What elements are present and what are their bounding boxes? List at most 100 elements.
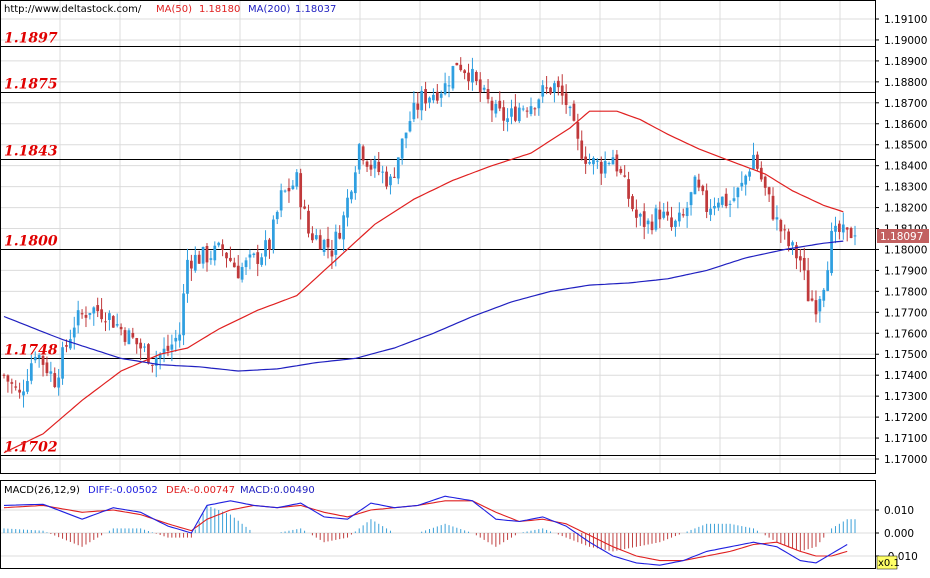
candle-body <box>627 179 630 199</box>
candle-body <box>377 161 381 172</box>
candle-body <box>435 91 439 101</box>
candle-body <box>37 354 41 359</box>
candle-body <box>96 305 100 312</box>
candle-body <box>564 93 568 105</box>
candle-body <box>10 382 14 384</box>
candle-body <box>213 245 217 261</box>
candle-body <box>545 87 548 89</box>
candle-body <box>283 190 287 192</box>
candle-body <box>205 245 209 263</box>
candle-body <box>428 97 431 103</box>
candle-body <box>396 157 400 179</box>
candle-body <box>119 326 123 330</box>
candle-body <box>674 220 677 227</box>
candle-body <box>771 195 775 220</box>
candle-body <box>763 176 767 188</box>
candle-body <box>603 161 607 174</box>
candle-body <box>33 356 37 361</box>
candle-body <box>232 262 236 268</box>
candle-body <box>806 270 810 302</box>
candle-body <box>607 163 611 165</box>
candle-body <box>642 211 646 227</box>
candle-body <box>76 310 80 326</box>
candle-body <box>576 122 580 139</box>
candle-body <box>787 231 791 247</box>
candle-body <box>318 235 322 250</box>
candle-body <box>127 330 131 345</box>
y-tick-label: 1.18600 <box>884 119 927 131</box>
macd-dea-line <box>3 500 848 562</box>
candle-body <box>342 215 345 240</box>
candle-body <box>486 89 490 100</box>
y-tick-label: 1.18900 <box>884 56 927 68</box>
candle-body <box>451 66 455 89</box>
candle-body <box>658 209 662 220</box>
candle-body <box>373 160 377 169</box>
candle-body <box>631 196 634 210</box>
candle-body <box>490 100 494 111</box>
candle-body <box>158 353 162 359</box>
macd-tick-label: 0.000 <box>884 528 914 540</box>
candle-body <box>123 330 127 342</box>
candle-body <box>478 79 482 93</box>
candle-body <box>748 171 751 177</box>
candle-body <box>88 313 92 315</box>
candle-body <box>22 391 25 396</box>
candle-body <box>459 64 463 71</box>
main-plot-frame <box>0 0 876 474</box>
candle-body <box>681 214 685 216</box>
candle-body <box>291 185 295 189</box>
y-tick-label: 1.17600 <box>884 328 927 340</box>
candle-body <box>720 196 724 205</box>
candle-body <box>178 334 182 341</box>
candle-body <box>779 220 783 232</box>
y-tick-label: 1.18700 <box>884 98 927 110</box>
candle-body <box>135 338 139 345</box>
macd-name: MACD(26,12,9) <box>4 485 80 496</box>
y-tick-label: 1.18300 <box>884 182 927 194</box>
candle-body <box>595 160 599 162</box>
candle-body <box>717 202 720 208</box>
candle-body <box>61 347 64 379</box>
candle-body <box>26 381 29 392</box>
y-tick-label: 1.18800 <box>884 77 927 89</box>
current-price-box <box>877 229 929 243</box>
level-label: 1.1897 <box>4 31 58 47</box>
candle-body <box>740 182 744 187</box>
candle-body <box>400 138 404 159</box>
candle-body <box>369 164 373 170</box>
macd-scale-box <box>876 555 898 570</box>
candle-body <box>818 298 822 312</box>
candle-body <box>471 68 474 83</box>
candle-body <box>705 190 709 212</box>
candle-body <box>592 157 595 165</box>
candle-body <box>350 191 353 200</box>
candle-body <box>84 315 88 318</box>
candle-body <box>670 217 673 228</box>
candle-body <box>822 289 826 301</box>
candle-body <box>150 364 154 366</box>
candle-body <box>752 154 755 169</box>
candle-body <box>322 239 326 252</box>
candle-body <box>334 231 338 255</box>
candle-body <box>783 229 787 231</box>
candle-body <box>849 227 853 239</box>
y-tick-label: 1.17800 <box>884 286 927 298</box>
candle-body <box>252 253 256 256</box>
candle-body <box>166 345 170 351</box>
candle-body <box>432 94 435 101</box>
candle-body <box>623 175 627 177</box>
candle-body <box>615 154 619 172</box>
candle-body <box>365 161 369 167</box>
candle-body <box>330 250 334 257</box>
level-label: 1.1748 <box>4 343 58 359</box>
level-label: 1.1702 <box>4 440 58 456</box>
candle-body <box>72 327 76 338</box>
candle-body <box>271 219 275 250</box>
candle-body <box>45 362 49 374</box>
candle-body <box>49 371 53 374</box>
candle-body <box>357 144 361 170</box>
candle-body <box>404 132 408 139</box>
candle-body <box>791 242 794 246</box>
